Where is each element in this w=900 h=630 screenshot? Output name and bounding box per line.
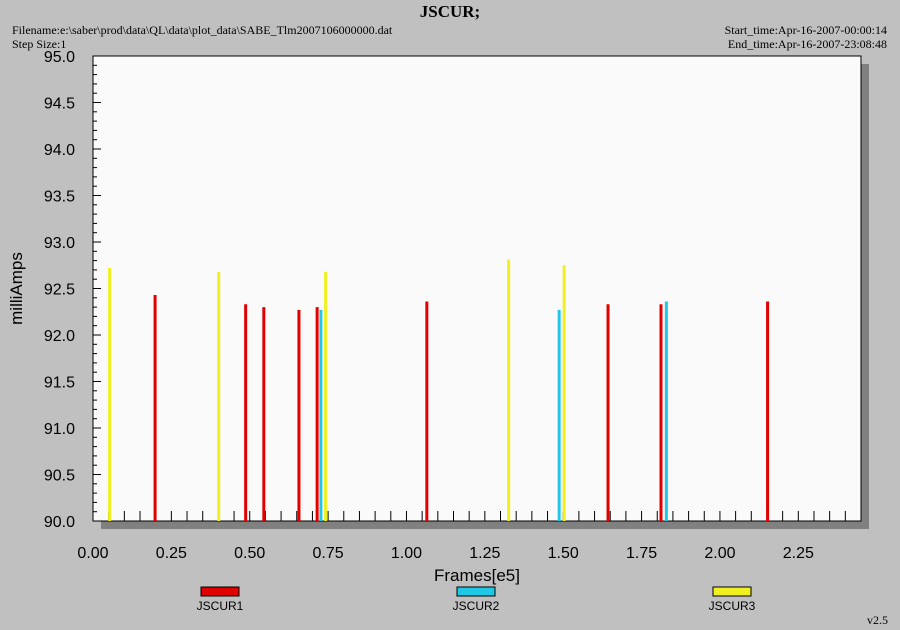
x-tick-label: 2.25: [783, 545, 814, 562]
filename-label: Filename:e:\saber\prod\data\QL\data\plot…: [12, 23, 393, 37]
version-label: v2.5: [867, 613, 888, 627]
plot-area: [92, 55, 862, 522]
legend-swatch-jscur2: [456, 586, 496, 597]
legend-swatch-jscur1: [200, 586, 240, 597]
start-time-label: Start_time:Apr-16-2007-00:00:14: [724, 23, 887, 37]
y-tick-label: 93.5: [44, 189, 75, 206]
y-tick-label: 94.5: [44, 96, 75, 113]
x-tick-label: 1.75: [626, 545, 657, 562]
chart-title: JSCUR;: [419, 2, 481, 21]
legend-label-jscur2: JSCUR2: [453, 599, 500, 613]
legend-swatch-jscur3: [712, 586, 752, 597]
tick-labels: 90.0 90.5 91.0 91.5 92.0 92.5 93.0 93.5 94.0 94.5…: [44, 49, 814, 562]
x-tick-label: 2.00: [704, 545, 735, 562]
x-tick-label: 0.00: [77, 545, 108, 562]
y-tick-label: 91.0: [44, 421, 75, 438]
legend: JSCUR1 JSCUR2 JSCUR3: [197, 586, 756, 613]
x-tick-label: 1.50: [548, 545, 579, 562]
x-tick-label: 0.75: [313, 545, 344, 562]
step-size-label: Step Size:1: [12, 37, 67, 51]
x-tick-label: 1.25: [469, 545, 500, 562]
y-tick-label: 90.5: [44, 468, 75, 485]
x-tick-label: 1.00: [391, 545, 422, 562]
y-tick-label: 92.0: [44, 328, 75, 345]
y-tick-label: 90.0: [44, 514, 75, 531]
y-tick-label: 91.5: [44, 375, 75, 392]
x-tick-label: 0.50: [234, 545, 265, 562]
y-tick-label: 93.0: [44, 235, 75, 252]
end-time-label: End_time:Apr-16-2007-23:08:48: [727, 37, 887, 51]
y-axis-label: milliAmps: [7, 252, 26, 325]
x-tick-label: 0.25: [156, 545, 187, 562]
y-tick-label: 95.0: [44, 49, 75, 66]
x-axis-label: Frames[e5]: [434, 566, 520, 585]
y-tick-label: 94.0: [44, 142, 75, 159]
legend-label-jscur3: JSCUR3: [709, 599, 756, 613]
legend-label-jscur1: JSCUR1: [197, 599, 244, 613]
data-bars: [108, 259, 770, 521]
y-tick-label: 92.5: [44, 282, 75, 299]
